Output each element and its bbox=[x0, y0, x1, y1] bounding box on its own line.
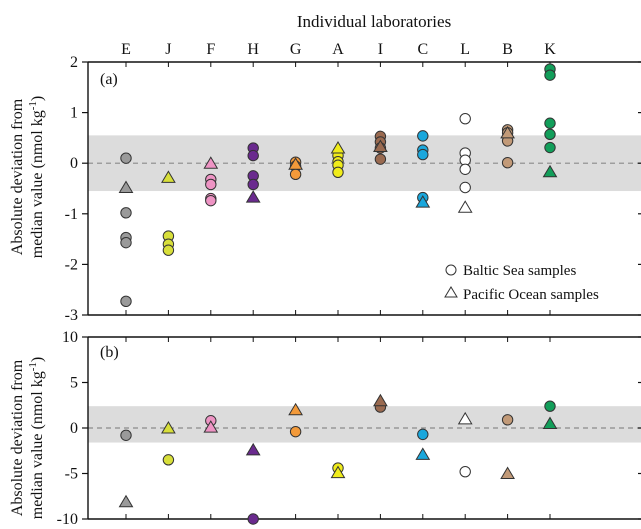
panel-a-baltic-point-K-4 bbox=[544, 141, 556, 154]
panel-b-ytick-label-4: -10 bbox=[57, 511, 78, 528]
lab-label-B: B bbox=[502, 41, 513, 58]
panel-a-ytick-label-4: -2 bbox=[65, 256, 78, 273]
panel-b-ytick-label-1: 5 bbox=[70, 375, 78, 392]
panel-a-baltic-point-F-3 bbox=[205, 194, 217, 207]
panel-a-baltic-point-G-2 bbox=[289, 168, 302, 181]
panel-a-baltic-point-K-3 bbox=[544, 128, 556, 141]
panel-a-baltic-point-A-3 bbox=[332, 166, 344, 179]
panel-a-baltic-point-I-3 bbox=[374, 153, 387, 165]
panel-b-baltic-point-J-0 bbox=[162, 454, 175, 466]
panel-a-pacific-point-I-0 bbox=[373, 139, 388, 153]
panel-a-pacific-point-B-0 bbox=[500, 125, 515, 139]
panel-a-pacific-point-G-0 bbox=[288, 157, 303, 170]
panel-b-ytick-label-3: -5 bbox=[65, 466, 78, 483]
panel-b-ylabel-main: median value (nmol kg bbox=[29, 371, 46, 519]
panel-b-baltic-point-C-0 bbox=[417, 428, 429, 441]
panel-b-pacific-point-E-0 bbox=[118, 494, 134, 508]
panel-a-baltic-point-L-3 bbox=[459, 163, 471, 175]
panel-b-pacific-point-B-0 bbox=[500, 466, 515, 479]
legend-pacific-label: Pacific Ocean samples bbox=[463, 287, 599, 303]
panel-a-baltic-point-F-1 bbox=[205, 178, 217, 191]
panel-a-baltic-point-B-3 bbox=[501, 156, 514, 169]
panel-a-pacific-point-F-0 bbox=[203, 156, 219, 169]
panel-a-baltic-point-K-2 bbox=[544, 117, 556, 129]
panel-a-pacific-point-E-0 bbox=[118, 180, 134, 193]
panel-b-baltic-point-H-0 bbox=[247, 513, 259, 525]
panel-b-pacific-point-C-0 bbox=[415, 447, 431, 460]
panel-a-pacific-point-K-0 bbox=[542, 164, 558, 178]
panel-a-ylabel-sup: -1 bbox=[27, 101, 39, 110]
panel-b-pacific-point-I-0 bbox=[373, 393, 388, 407]
panel-a-ylabel-line2: median value (nmol kg-1) bbox=[27, 96, 46, 258]
panel-b-ylabel-line1: Absolute deviation from bbox=[9, 359, 26, 516]
lab-label-H: H bbox=[247, 41, 259, 58]
axes bbox=[82, 61, 641, 520]
panel-a-baltic-point-L-0 bbox=[459, 112, 471, 125]
panel-b-ylabel-sup: -1 bbox=[27, 362, 39, 371]
panel-a-ytick-label-5: -3 bbox=[65, 307, 78, 324]
panel-b-band bbox=[88, 406, 641, 443]
panel-a-ylabel-line1: Absolute deviation from bbox=[9, 98, 26, 255]
legend-circle-marker bbox=[445, 264, 457, 276]
panel-b-baltic-point-E-0 bbox=[120, 429, 132, 441]
panel-b-pacific-point-G-0 bbox=[288, 402, 303, 416]
panel-a-baltic-point-E-1 bbox=[120, 207, 132, 219]
panel-b-baltic-point-G-0 bbox=[289, 425, 302, 438]
panel-b-pacific-point-L-0 bbox=[457, 411, 473, 425]
lab-label-G: G bbox=[290, 41, 302, 58]
panel-b-ytick-label-2: 0 bbox=[70, 420, 78, 437]
panel-b-pacific-point-F-0 bbox=[203, 420, 219, 433]
panel-a-pacific-point-A-0 bbox=[330, 141, 346, 154]
panel-a-pacific-point-C-0 bbox=[415, 195, 431, 208]
panel-a-baltic-point-E-4 bbox=[120, 295, 132, 308]
panel-a-ytick-label-1: 1 bbox=[70, 105, 78, 122]
panel-b-baltic-point-B-0 bbox=[501, 414, 514, 426]
panel-a-baltic-point-K-1 bbox=[544, 69, 556, 81]
panel-b-pacific-point-K-0 bbox=[542, 416, 558, 429]
chart-title: Individual laboratories bbox=[297, 12, 451, 31]
lab-label-C: C bbox=[417, 41, 428, 58]
legend-baltic-label: Baltic Sea samples bbox=[463, 263, 576, 279]
panel-a-baltic-point-H-3 bbox=[247, 178, 259, 191]
panel-a-baltic-point-J-2 bbox=[162, 244, 175, 256]
panel-a-ytick-label-3: -1 bbox=[65, 206, 78, 223]
legend-triangle-marker bbox=[444, 286, 458, 298]
lab-label-E: E bbox=[121, 41, 131, 58]
panel-b-ylabel-line2: median value (nmol kg-1) bbox=[27, 357, 46, 519]
panel-a-ylabel-end: ) bbox=[29, 96, 46, 101]
panel-a-baltic-point-E-0 bbox=[120, 152, 132, 164]
panel-a-ytick-label-2: 0 bbox=[70, 155, 78, 172]
panel-b-baltic-point-K-0 bbox=[544, 400, 556, 412]
panel-a-baltic-point-H-1 bbox=[247, 149, 259, 162]
panel-a-label: (a) bbox=[100, 71, 118, 88]
data-points bbox=[118, 63, 558, 525]
panel-a-pacific-point-H-0 bbox=[245, 190, 261, 203]
legend: Baltic Sea samples Pacific Ocean samples bbox=[444, 263, 599, 303]
panel-a-baltic-point-E-3 bbox=[120, 236, 132, 249]
lab-label-L: L bbox=[460, 41, 470, 58]
lab-label-F: F bbox=[206, 41, 215, 58]
panel-a-ylabel-main: median value (nmol kg bbox=[29, 110, 46, 258]
chart-text: Individual laboratories (a) (b) Absolute… bbox=[9, 12, 599, 528]
panel-b-label: (b) bbox=[100, 344, 119, 361]
panel-a-baltic-point-L-4 bbox=[459, 181, 471, 194]
panel-a-ytick-label-0: 2 bbox=[70, 54, 78, 71]
panel-b-baltic-point-L-0 bbox=[459, 465, 471, 478]
panel-a-pacific-point-L-0 bbox=[457, 200, 473, 213]
panel-b-ylabel-end: ) bbox=[29, 357, 46, 362]
panel-a-baltic-point-C-0 bbox=[417, 130, 429, 142]
panel-a-baltic-point-C-2 bbox=[417, 148, 429, 161]
lab-label-A: A bbox=[332, 41, 344, 58]
lab-label-K: K bbox=[544, 41, 556, 58]
lab-label-J: J bbox=[165, 41, 171, 58]
panel-a-pacific-point-J-0 bbox=[161, 170, 176, 183]
panel-b-pacific-point-A-0 bbox=[330, 465, 346, 479]
panel-b-ytick-label-0: 10 bbox=[62, 329, 78, 346]
panel-b-pacific-point-H-0 bbox=[245, 442, 261, 456]
lab-label-I: I bbox=[378, 41, 383, 58]
panel-b-pacific-point-J-0 bbox=[161, 421, 176, 434]
